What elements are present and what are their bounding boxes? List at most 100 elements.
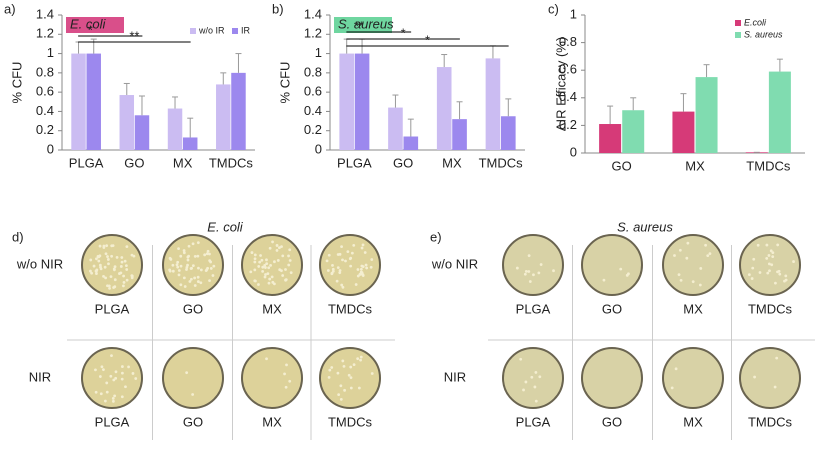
- column-label: PLGA: [95, 414, 130, 429]
- colony: [339, 384, 343, 388]
- y-tick-label: 0: [47, 141, 54, 156]
- colony: [271, 240, 274, 244]
- colony: [95, 272, 98, 276]
- column-label: GO: [602, 301, 622, 316]
- colony: [104, 276, 107, 280]
- colony: [673, 254, 676, 257]
- colony: [186, 263, 189, 267]
- colony: [281, 274, 285, 277]
- colony: [193, 284, 197, 287]
- colony: [357, 386, 361, 390]
- panel-label: a): [4, 1, 16, 16]
- colony: [118, 272, 121, 275]
- y-axis-label: % CFU: [277, 62, 292, 104]
- error-bar: [456, 101, 463, 120]
- colony: [122, 284, 125, 288]
- panel-title: E. coli: [207, 219, 244, 234]
- colony: [122, 274, 126, 278]
- colony: [342, 365, 346, 368]
- legend-swatch: [735, 20, 741, 26]
- colony: [89, 258, 93, 262]
- error-bar: [235, 53, 242, 73]
- column-label: TMDCs: [748, 301, 793, 316]
- colony: [264, 266, 267, 269]
- bar: [167, 108, 183, 150]
- colony: [524, 380, 528, 384]
- colony: [105, 244, 109, 248]
- legend-swatch: [190, 28, 196, 34]
- colony: [619, 267, 623, 271]
- colony: [339, 397, 343, 401]
- colony: [679, 279, 683, 282]
- colony: [197, 266, 200, 270]
- colony: [124, 264, 128, 268]
- colony: [185, 268, 188, 271]
- petri-dish: [581, 347, 643, 409]
- colony: [121, 371, 124, 375]
- colony: [685, 256, 689, 260]
- colony: [552, 269, 555, 273]
- column-label: MX: [262, 301, 282, 316]
- row-label: NIR: [29, 369, 51, 384]
- colony: [756, 243, 760, 247]
- colony: [261, 269, 265, 273]
- colony: [771, 251, 775, 255]
- colony: [349, 256, 353, 260]
- colony: [177, 247, 180, 250]
- error-bar: [123, 82, 130, 96]
- colony: [122, 280, 126, 284]
- colony: [773, 385, 777, 389]
- column-label: GO: [183, 301, 203, 316]
- panel-label: e): [430, 229, 442, 244]
- colony: [330, 272, 334, 276]
- colony: [359, 267, 363, 271]
- colony: [119, 265, 123, 268]
- petri-dish: [81, 234, 143, 296]
- y-tick-label: 0.8: [36, 64, 54, 79]
- error-bar: [505, 98, 512, 117]
- colony: [287, 254, 290, 258]
- colony: [186, 258, 190, 262]
- colony: [349, 365, 353, 369]
- colony: [350, 251, 354, 255]
- colony: [96, 255, 100, 258]
- bar: [182, 137, 198, 150]
- colony: [776, 243, 780, 247]
- legend-swatch: [735, 32, 741, 38]
- colony: [99, 265, 102, 269]
- panel-title: S. aureus: [617, 219, 673, 234]
- error-bar: [489, 45, 496, 59]
- colony: [109, 275, 113, 279]
- colony: [171, 263, 175, 267]
- colony: [750, 277, 754, 280]
- colony: [359, 358, 362, 362]
- column-label: PLGA: [516, 301, 551, 316]
- colony: [125, 245, 129, 249]
- colony: [189, 267, 193, 270]
- colony: [340, 283, 344, 287]
- colony: [360, 264, 364, 268]
- y-tick-label: 0.2: [36, 122, 54, 137]
- colony: [344, 259, 347, 263]
- colony: [534, 371, 538, 374]
- bar: [119, 95, 135, 150]
- colony: [199, 281, 203, 285]
- petri-dish: [739, 347, 801, 409]
- y-tick-label: 0.4: [36, 103, 54, 118]
- colony: [206, 266, 210, 270]
- colony: [325, 259, 329, 263]
- colony: [196, 280, 200, 283]
- colony: [336, 253, 340, 256]
- colony: [356, 268, 360, 271]
- colony: [104, 252, 108, 256]
- colony: [211, 274, 215, 277]
- colony: [360, 246, 364, 250]
- colony: [627, 272, 630, 276]
- colony: [767, 262, 771, 266]
- y-axis-label: % CFU: [9, 62, 24, 104]
- colony: [131, 372, 135, 375]
- colony: [698, 283, 702, 287]
- x-tick-label: PLGA: [69, 155, 104, 170]
- colony: [359, 355, 363, 359]
- error-bar: [220, 72, 227, 85]
